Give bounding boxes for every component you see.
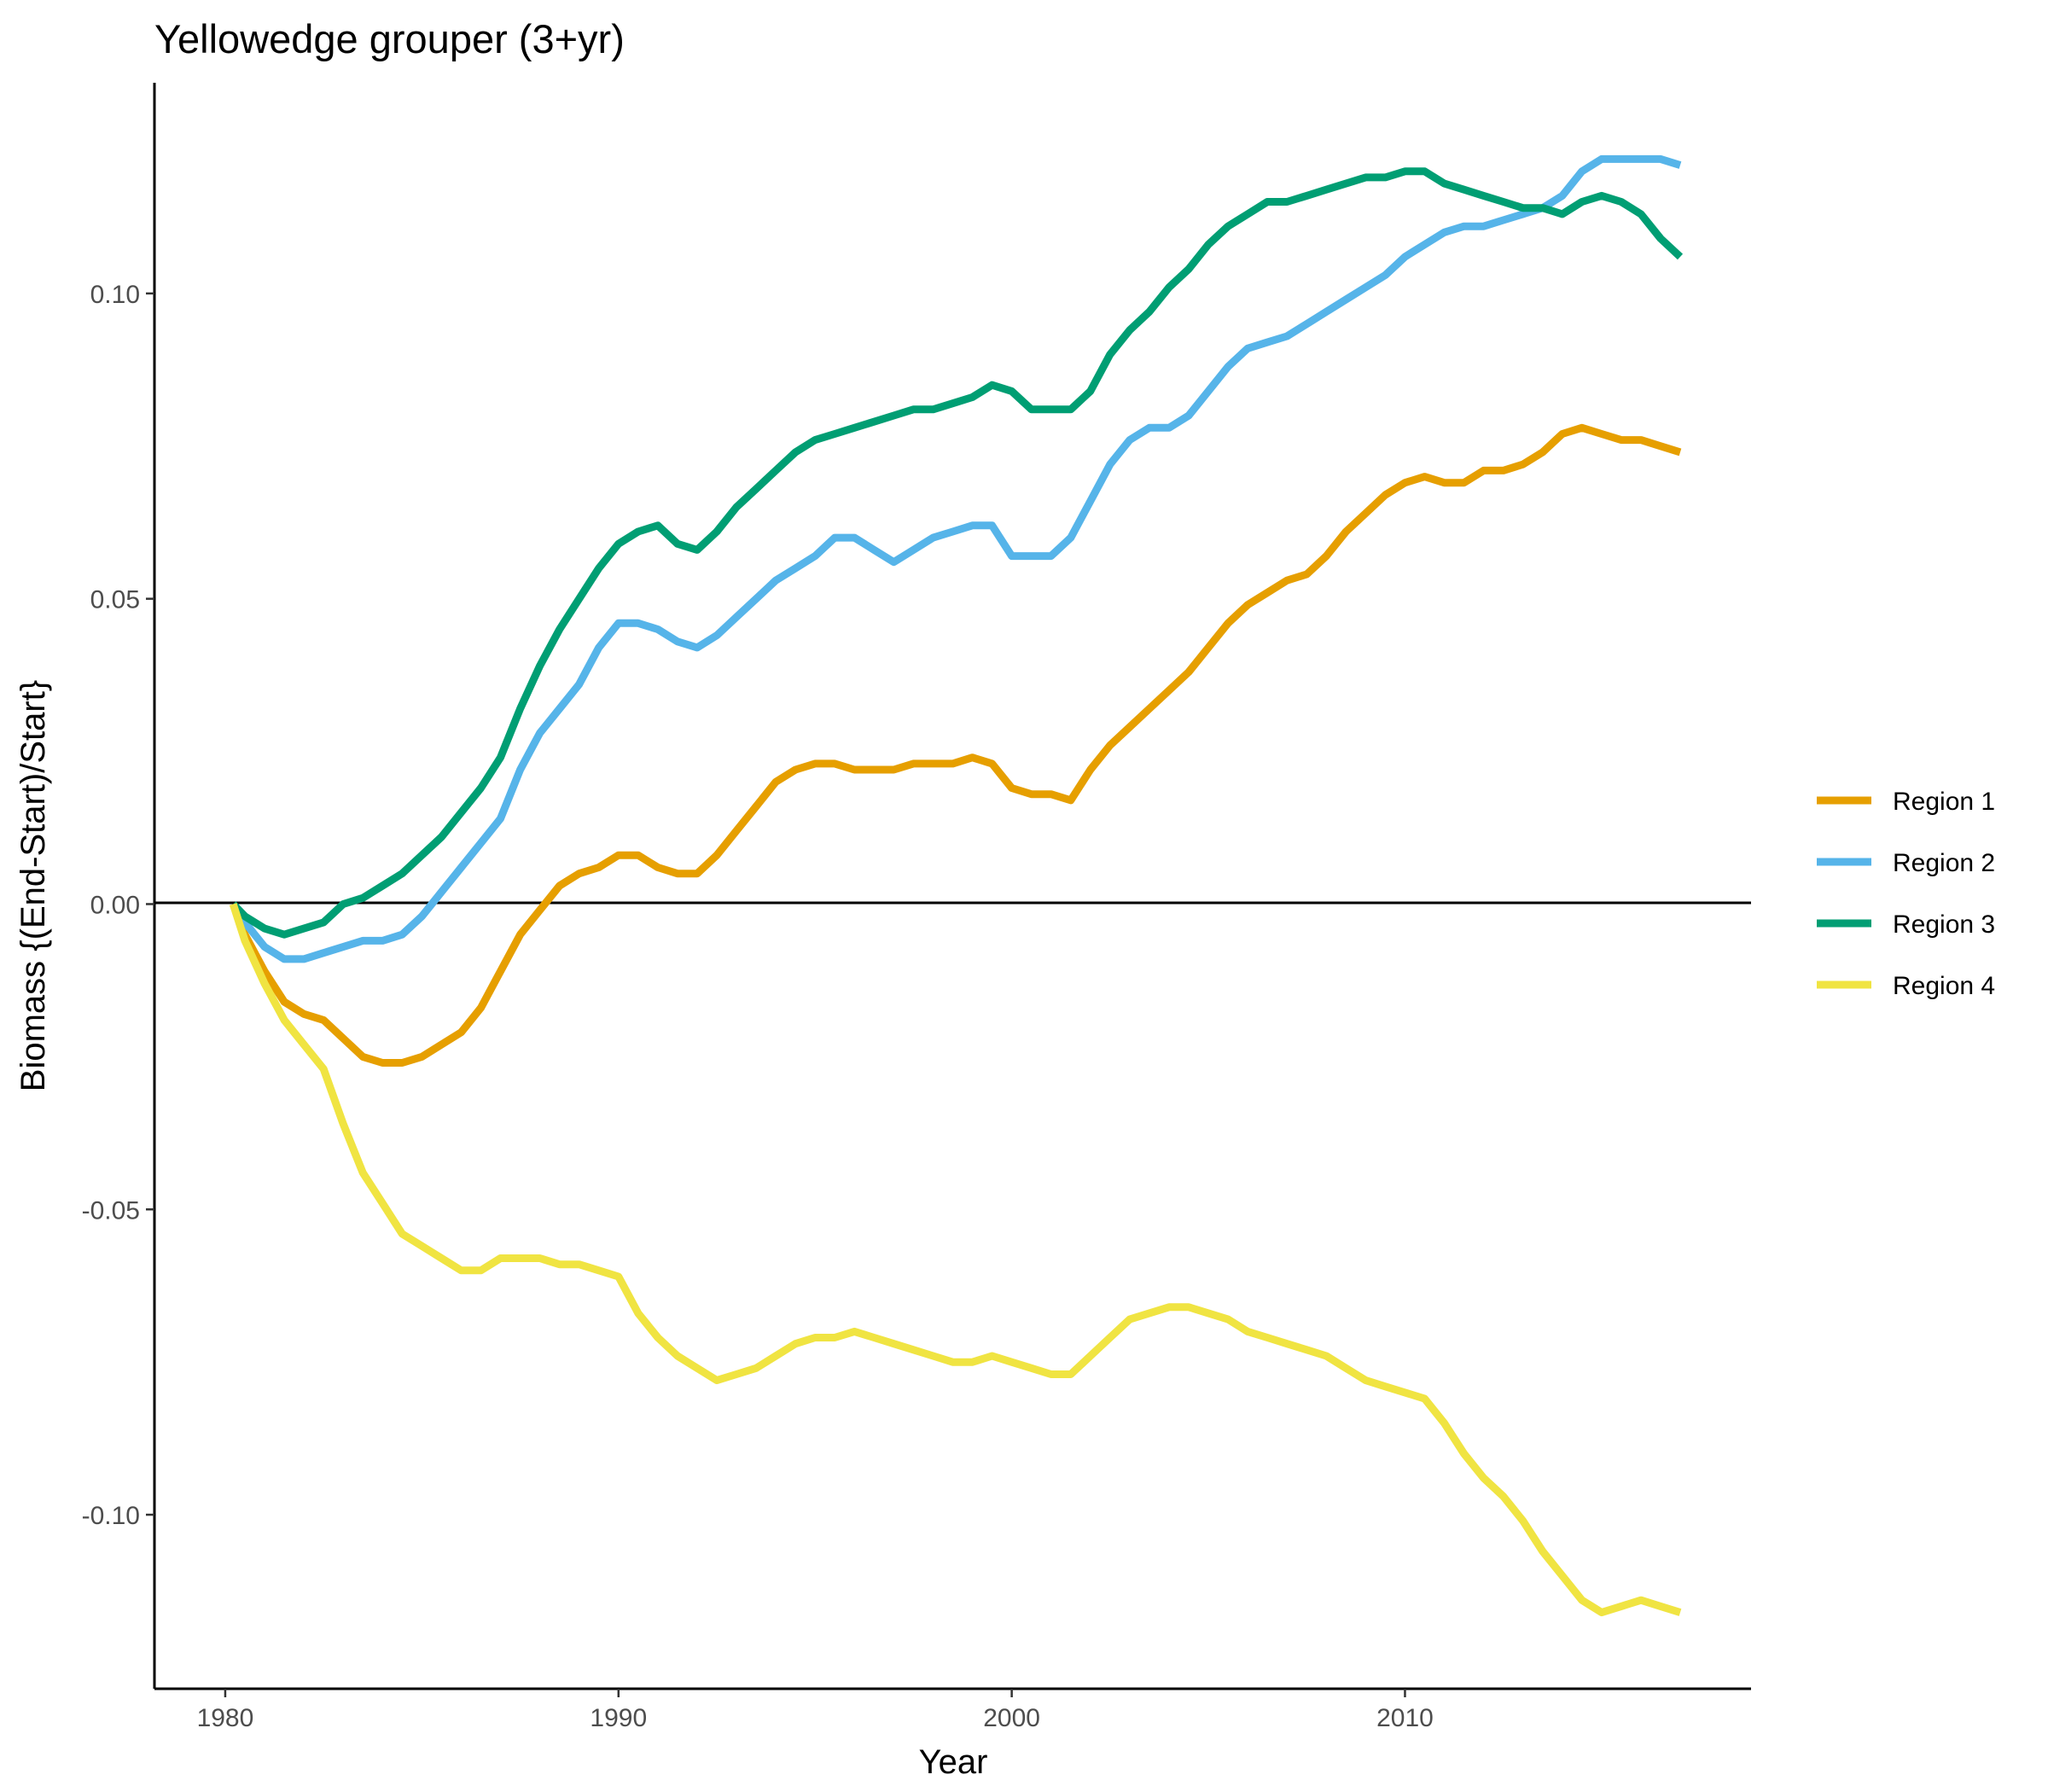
x-tick-label-2000: 2000 bbox=[983, 1704, 1040, 1732]
x-tick-label-2010: 2010 bbox=[1376, 1704, 1434, 1732]
y-axis-title: Biomass {(End-Start)/Start} bbox=[15, 680, 52, 1091]
y-tick-label--0.10: -0.10 bbox=[82, 1502, 140, 1530]
x-axis-title: Year bbox=[919, 1743, 988, 1781]
legend-label-region-1: Region 1 bbox=[1893, 788, 1995, 816]
x-tick-label-1990: 1990 bbox=[590, 1704, 647, 1732]
series-line-region-1 bbox=[230, 423, 1682, 1067]
legend-label-region-3: Region 3 bbox=[1893, 911, 1995, 939]
y-tick-label--0.05: -0.05 bbox=[82, 1196, 140, 1225]
plot-area bbox=[154, 154, 1751, 1617]
chart-title: Yellowedge grouper (3+yr) bbox=[154, 16, 625, 61]
y-tick-label-0.10: 0.10 bbox=[90, 281, 140, 309]
x-axis-ticks: 1980 1990 2000 2010 bbox=[197, 1689, 1434, 1732]
x-tick-label-1980: 1980 bbox=[197, 1704, 254, 1732]
series-line-region-2 bbox=[230, 154, 1682, 963]
series-layer bbox=[229, 154, 1684, 1617]
legend-label-region-2: Region 2 bbox=[1893, 849, 1995, 877]
series-line-region-4 bbox=[229, 903, 1682, 1617]
y-axis-ticks: -0.10 -0.05 0.00 0.05 0.10 bbox=[82, 281, 154, 1530]
legend-label-region-4: Region 4 bbox=[1893, 972, 1995, 1000]
series-line-region-3 bbox=[230, 167, 1684, 939]
y-tick-label-0.00: 0.00 bbox=[90, 891, 140, 919]
legend: Region 1 Region 2 Region 3 Region 4 bbox=[1817, 788, 1995, 1000]
y-tick-label-0.05: 0.05 bbox=[90, 586, 140, 614]
